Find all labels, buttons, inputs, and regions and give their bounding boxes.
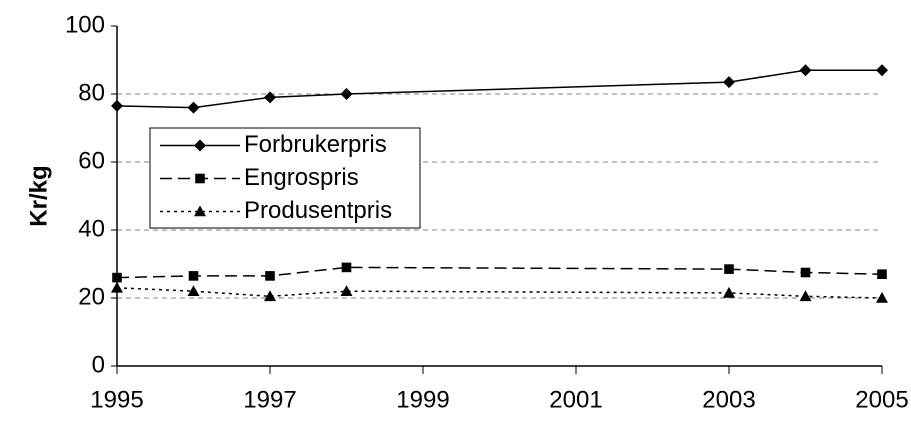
- marker: [723, 286, 735, 298]
- marker: [264, 290, 276, 302]
- marker: [264, 91, 276, 104]
- y-tick-label: 20: [78, 283, 105, 310]
- marker: [195, 173, 205, 184]
- marker: [877, 269, 887, 279]
- marker: [876, 292, 888, 303]
- legend-label: Produsentpris: [244, 197, 392, 224]
- series-line: [116, 287, 883, 299]
- legend-label: Forbrukerpris: [244, 131, 387, 158]
- y-tick-label: 100: [65, 11, 105, 38]
- marker: [194, 205, 206, 217]
- marker: [187, 285, 200, 296]
- legend-label: Engrospris: [244, 164, 359, 191]
- marker: [723, 76, 735, 89]
- y-axis-label: Kr/kg: [25, 165, 52, 226]
- marker: [800, 267, 811, 278]
- marker: [187, 101, 200, 114]
- x-tick-label: 1997: [243, 386, 296, 413]
- marker: [194, 139, 206, 152]
- y-tick-label: 40: [78, 215, 105, 242]
- marker: [340, 88, 353, 100]
- marker: [265, 271, 275, 281]
- marker: [799, 290, 812, 302]
- marker: [111, 281, 123, 293]
- y-tick-label: 60: [78, 147, 105, 174]
- marker: [111, 99, 123, 112]
- y-tick-label: 0: [92, 351, 105, 378]
- series-line: [116, 69, 882, 109]
- x-tick-label: 1995: [90, 386, 143, 413]
- marker: [188, 271, 199, 281]
- marker: [341, 262, 352, 273]
- marker: [340, 285, 353, 296]
- marker: [876, 64, 888, 77]
- marker: [112, 272, 122, 283]
- x-tick-label: 2003: [702, 386, 755, 413]
- marker: [724, 264, 734, 274]
- x-tick-label: 1999: [396, 386, 449, 413]
- series-line: [116, 266, 883, 279]
- marker: [799, 64, 812, 77]
- x-tick-label: 2001: [549, 386, 602, 413]
- x-tick-label: 2005: [855, 386, 908, 413]
- y-tick-label: 80: [78, 79, 105, 106]
